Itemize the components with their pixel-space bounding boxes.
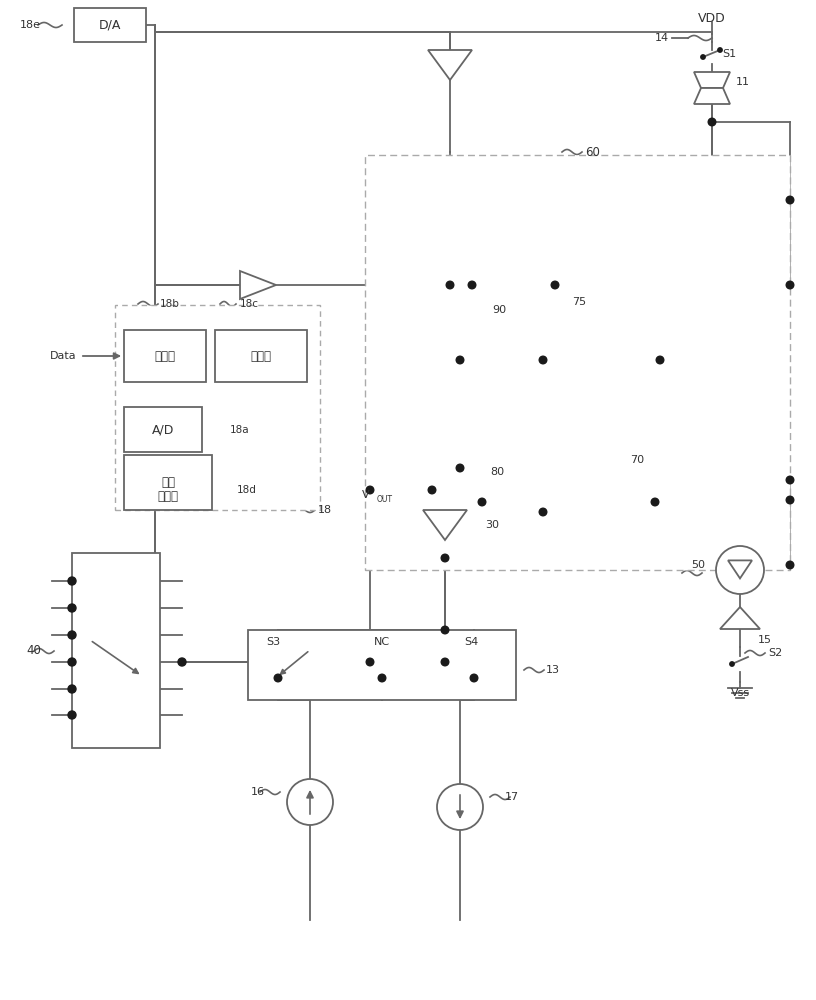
Polygon shape [423, 510, 467, 540]
Circle shape [441, 658, 449, 666]
Polygon shape [240, 271, 276, 299]
Text: 80: 80 [490, 467, 504, 477]
Bar [124, 455, 212, 510]
Text: A/D: A/D [152, 424, 174, 436]
Text: 16: 16 [251, 787, 265, 797]
Circle shape [274, 674, 282, 682]
Text: S1: S1 [722, 49, 736, 59]
Text: S2: S2 [768, 648, 783, 658]
Text: S3: S3 [266, 637, 280, 647]
Polygon shape [694, 88, 730, 104]
Text: 处理器: 处理器 [154, 350, 175, 362]
Text: 40: 40 [27, 645, 42, 658]
Circle shape [366, 658, 374, 666]
Circle shape [716, 546, 764, 594]
Polygon shape [720, 607, 760, 629]
Circle shape [656, 356, 663, 364]
Text: 18c: 18c [240, 299, 259, 309]
Circle shape [701, 55, 705, 59]
Circle shape [68, 711, 76, 719]
Text: 50: 50 [691, 560, 705, 570]
Bar [365, 155, 790, 570]
Circle shape [287, 779, 333, 825]
Polygon shape [728, 560, 752, 578]
Circle shape [437, 784, 483, 830]
Text: 60: 60 [585, 145, 600, 158]
Bar [74, 8, 146, 42]
Text: 18: 18 [318, 505, 332, 515]
Circle shape [539, 356, 547, 364]
Text: 18d: 18d [237, 485, 257, 495]
Text: Vss: Vss [730, 688, 750, 698]
Text: 30: 30 [485, 520, 499, 530]
Text: 滤波器: 滤波器 [157, 490, 179, 504]
Bar [215, 330, 307, 382]
Circle shape [446, 281, 454, 289]
Circle shape [786, 496, 794, 504]
Bar [248, 630, 516, 700]
Text: 75: 75 [572, 297, 586, 307]
Text: 18e: 18e [20, 20, 41, 30]
Circle shape [786, 561, 794, 569]
Text: S4: S4 [464, 637, 478, 647]
Text: 11: 11 [736, 77, 750, 87]
Circle shape [68, 631, 76, 639]
Circle shape [718, 48, 722, 52]
Circle shape [378, 674, 386, 682]
Text: NC: NC [374, 637, 390, 647]
Circle shape [178, 658, 186, 666]
Circle shape [539, 508, 547, 516]
Circle shape [478, 498, 486, 506]
Circle shape [456, 356, 463, 364]
Text: OUT: OUT [377, 495, 393, 504]
Circle shape [456, 464, 463, 472]
Text: D/A: D/A [99, 18, 122, 31]
Circle shape [651, 498, 659, 506]
Polygon shape [694, 72, 730, 88]
Text: 存储器: 存储器 [251, 350, 272, 362]
Bar [124, 407, 202, 452]
Circle shape [470, 674, 478, 682]
Text: 14: 14 [655, 33, 669, 43]
Circle shape [441, 626, 449, 634]
Circle shape [468, 281, 476, 289]
Circle shape [551, 281, 559, 289]
Circle shape [68, 604, 76, 612]
Circle shape [68, 577, 76, 585]
Bar [124, 330, 206, 382]
Text: 17: 17 [505, 792, 519, 802]
Circle shape [708, 118, 716, 126]
Text: 70: 70 [630, 455, 644, 465]
Circle shape [786, 196, 794, 204]
Polygon shape [428, 50, 472, 80]
Bar [72, 553, 160, 748]
Text: Data: Data [50, 351, 77, 361]
Circle shape [68, 685, 76, 693]
Text: 90: 90 [492, 305, 506, 315]
Circle shape [68, 658, 76, 666]
Text: 15: 15 [758, 635, 772, 645]
Bar [115, 305, 320, 510]
Text: V: V [362, 490, 370, 500]
Text: 18b: 18b [160, 299, 180, 309]
Circle shape [428, 486, 436, 494]
Text: 低通: 低通 [161, 477, 175, 489]
Circle shape [441, 554, 449, 562]
Circle shape [366, 486, 374, 494]
Text: VDD: VDD [698, 11, 726, 24]
Text: 13: 13 [546, 665, 560, 675]
Circle shape [730, 662, 734, 666]
Circle shape [786, 281, 794, 289]
Circle shape [786, 476, 794, 484]
Text: 18a: 18a [230, 425, 250, 435]
